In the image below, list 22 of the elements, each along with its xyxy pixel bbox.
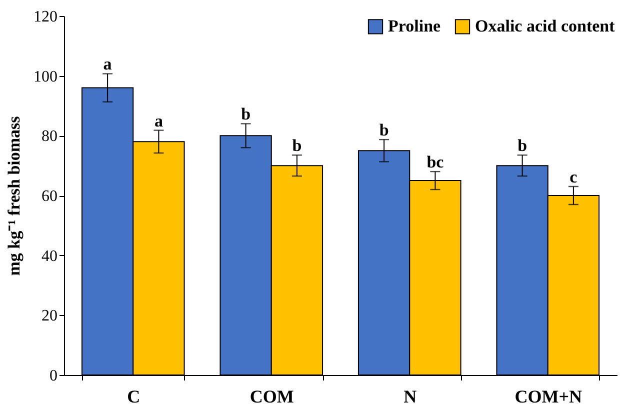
data-label: bc xyxy=(426,152,444,172)
legend-label: Oxalic acid content xyxy=(475,16,616,36)
y-tick-label: 20 xyxy=(42,308,58,325)
x-tick-label: N xyxy=(404,386,417,406)
y-tick-label: 80 xyxy=(42,128,58,146)
data-label: b xyxy=(379,120,389,140)
y-axis-title: mg kg⁻¹ fresh biomass xyxy=(4,116,24,276)
data-label: c xyxy=(570,168,578,187)
legend-label: Proline xyxy=(388,16,442,36)
x-tick-label: COM+N xyxy=(514,386,582,406)
data-label: a xyxy=(103,54,112,74)
y-tick-label: 100 xyxy=(34,68,58,86)
y-tick-label: 60 xyxy=(42,188,58,205)
data-label: b xyxy=(518,136,528,156)
data-label: a xyxy=(154,111,164,130)
data-label: b xyxy=(241,104,251,124)
x-tick-label: C xyxy=(127,386,140,406)
x-tick-label: COM xyxy=(250,386,294,406)
data-label: b xyxy=(292,136,302,156)
y-tick-label: 0 xyxy=(50,368,58,384)
y-tick-label: 40 xyxy=(42,248,58,265)
y-tick-label: 120 xyxy=(34,8,58,26)
